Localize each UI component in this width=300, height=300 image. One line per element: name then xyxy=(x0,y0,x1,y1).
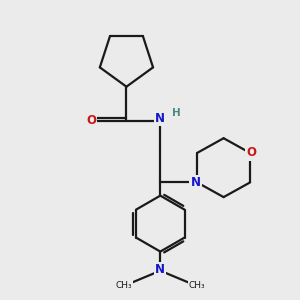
Text: O: O xyxy=(247,146,256,159)
Text: N: N xyxy=(155,112,165,125)
Text: N: N xyxy=(190,176,201,189)
Text: CH₃: CH₃ xyxy=(189,281,206,290)
Text: CH₃: CH₃ xyxy=(115,281,132,290)
Text: H: H xyxy=(172,108,181,118)
Text: N: N xyxy=(155,263,165,276)
Text: O: O xyxy=(86,114,96,127)
